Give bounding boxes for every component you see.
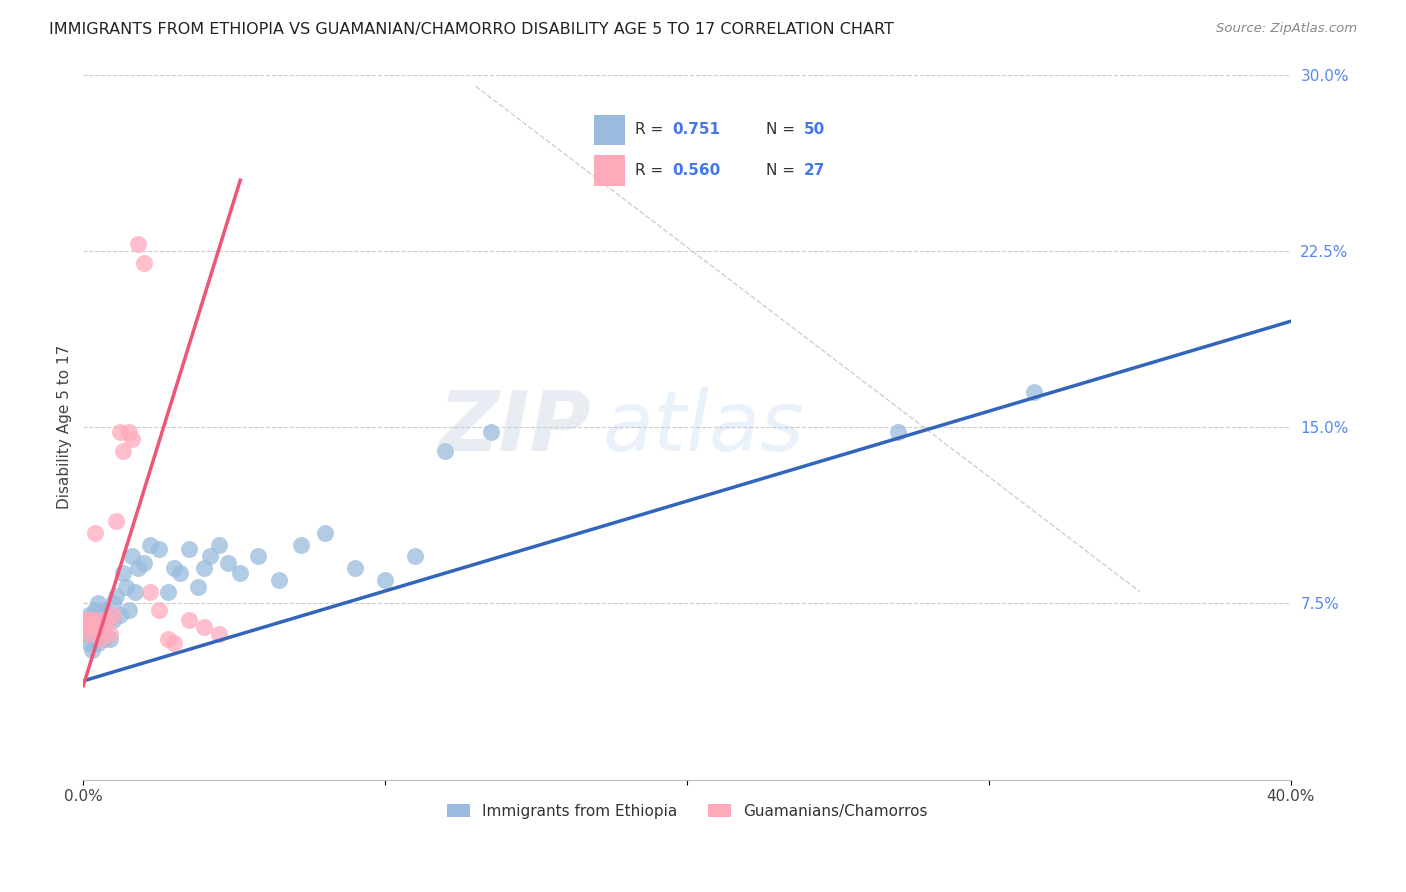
- Point: [111, 566, 134, 580]
- Point: [100, 627, 122, 641]
- Point: [121, 549, 143, 564]
- Point: [90, 632, 112, 646]
- Legend: Immigrants from Ethiopia, Guamanians/Chamorros: Immigrants from Ethiopia, Guamanians/Cha…: [440, 797, 934, 825]
- Point: [138, 538, 160, 552]
- Point: [127, 236, 149, 251]
- Point: [84, 525, 107, 540]
- Point: [96, 613, 118, 627]
- Point: [177, 542, 200, 557]
- Point: [114, 580, 136, 594]
- Point: [229, 566, 252, 580]
- Point: [314, 525, 336, 540]
- Point: [121, 432, 143, 446]
- Point: [75, 613, 97, 627]
- Point: [247, 549, 270, 564]
- Point: [1022, 384, 1045, 399]
- Point: [163, 561, 186, 575]
- Point: [163, 636, 186, 650]
- Point: [105, 514, 128, 528]
- Point: [75, 613, 97, 627]
- Point: [138, 584, 160, 599]
- Point: [84, 603, 107, 617]
- Point: [79, 627, 101, 641]
- Point: [148, 603, 170, 617]
- Point: [198, 549, 221, 564]
- Point: [208, 538, 231, 552]
- Point: [208, 627, 231, 641]
- Point: [269, 573, 291, 587]
- Point: [124, 584, 146, 599]
- Point: [132, 255, 155, 269]
- Point: [187, 580, 209, 594]
- Point: [434, 443, 457, 458]
- Point: [117, 425, 139, 439]
- Point: [117, 603, 139, 617]
- Point: [290, 538, 312, 552]
- Point: [100, 632, 122, 646]
- Point: [93, 620, 115, 634]
- Point: [93, 632, 115, 646]
- Point: [93, 603, 115, 617]
- Point: [148, 542, 170, 557]
- Text: ZIP: ZIP: [437, 386, 591, 467]
- Point: [87, 596, 110, 610]
- Point: [404, 549, 426, 564]
- Point: [90, 624, 112, 639]
- Point: [217, 557, 239, 571]
- Point: [108, 425, 131, 439]
- Point: [90, 608, 112, 623]
- Point: [156, 584, 179, 599]
- Point: [193, 561, 215, 575]
- Point: [177, 613, 200, 627]
- Point: [75, 620, 97, 634]
- Text: Source: ZipAtlas.com: Source: ZipAtlas.com: [1216, 22, 1357, 36]
- Point: [156, 632, 179, 646]
- Point: [84, 632, 107, 646]
- Point: [87, 613, 110, 627]
- Point: [75, 627, 97, 641]
- Point: [82, 620, 104, 634]
- Point: [193, 620, 215, 634]
- Point: [103, 596, 125, 610]
- Point: [374, 573, 396, 587]
- Point: [103, 613, 125, 627]
- Point: [82, 643, 104, 657]
- Point: [82, 620, 104, 634]
- Point: [82, 613, 104, 627]
- Point: [79, 608, 101, 623]
- Point: [111, 443, 134, 458]
- Point: [105, 589, 128, 603]
- Point: [108, 608, 131, 623]
- Point: [96, 613, 118, 627]
- Point: [87, 636, 110, 650]
- Point: [887, 425, 910, 439]
- Y-axis label: Disability Age 5 to 17: Disability Age 5 to 17: [58, 345, 72, 509]
- Point: [127, 561, 149, 575]
- Point: [132, 557, 155, 571]
- Point: [103, 608, 125, 623]
- Point: [343, 561, 366, 575]
- Point: [79, 636, 101, 650]
- Text: IMMIGRANTS FROM ETHIOPIA VS GUAMANIAN/CHAMORRO DISABILITY AGE 5 TO 17 CORRELATIO: IMMIGRANTS FROM ETHIOPIA VS GUAMANIAN/CH…: [49, 22, 894, 37]
- Point: [169, 566, 191, 580]
- Point: [479, 425, 502, 439]
- Text: atlas: atlas: [602, 386, 804, 467]
- Point: [79, 613, 101, 627]
